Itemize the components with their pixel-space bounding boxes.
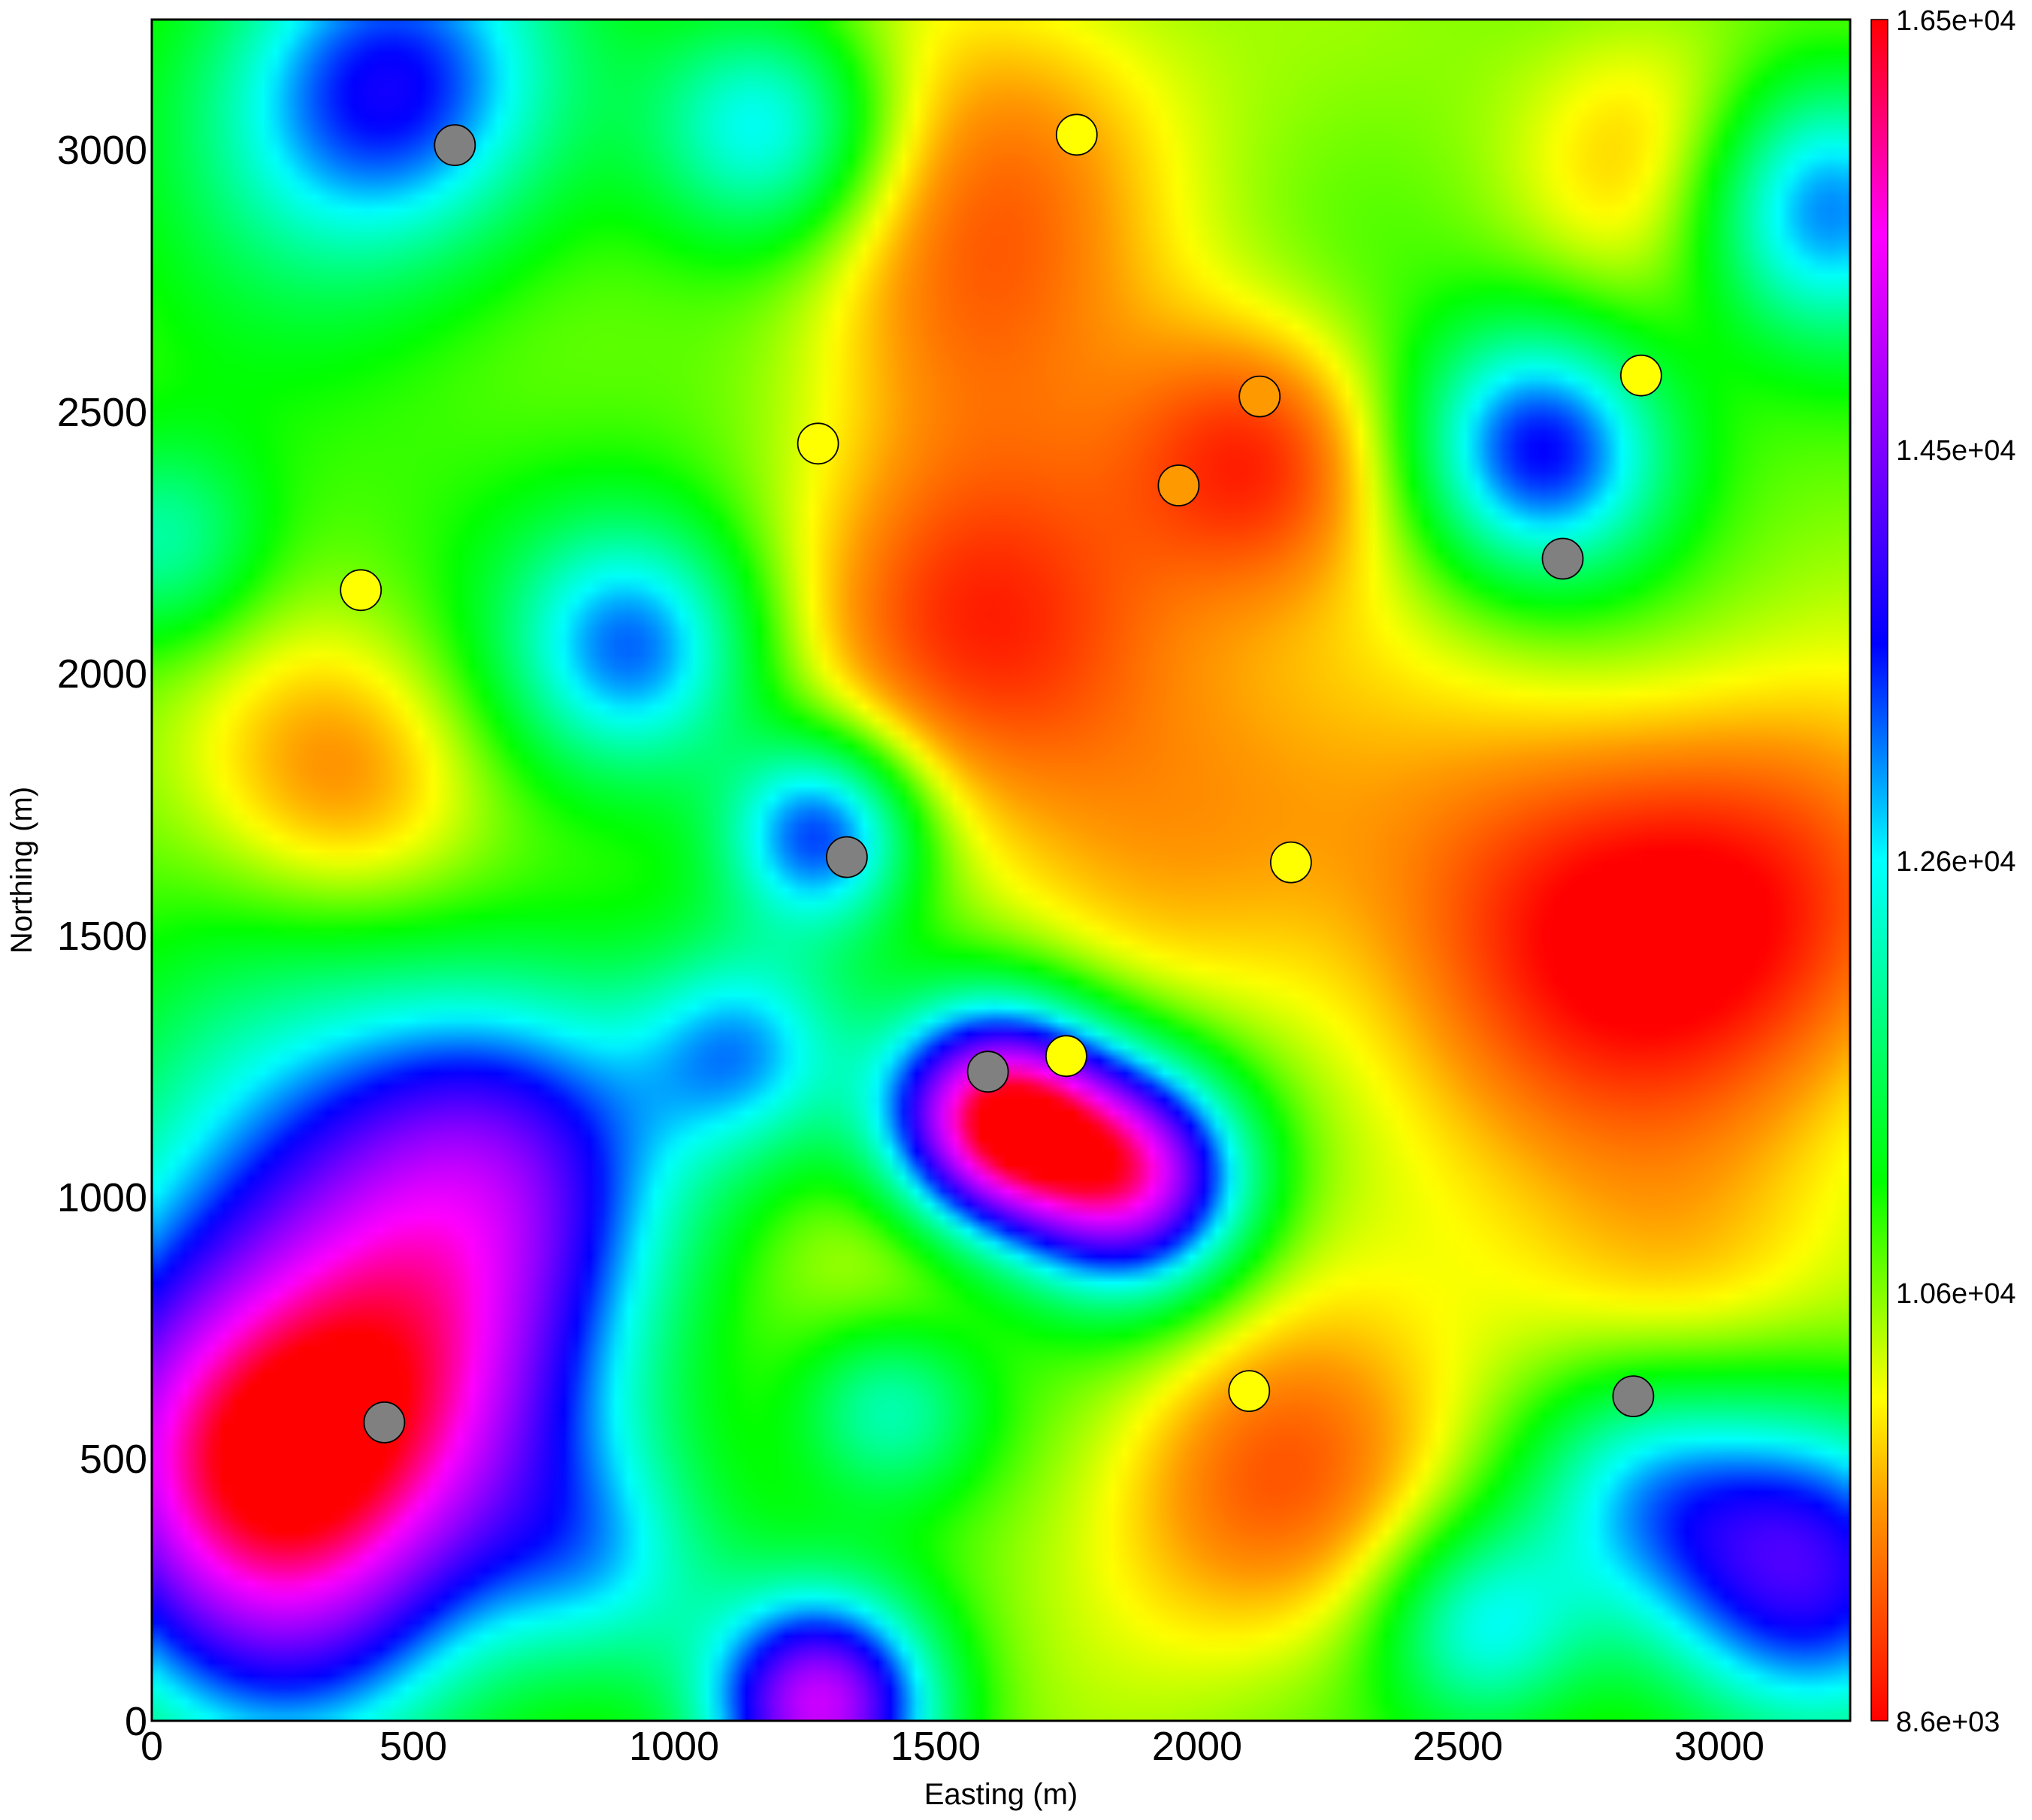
colorbar: 8.6e+03 1.06e+04 1.26e+04 1.45e+04 1.65e… bbox=[1870, 5, 2016, 1738]
marker-layer bbox=[340, 113, 1662, 1444]
yellow-marker bbox=[797, 422, 839, 465]
x-tick-label: 2500 bbox=[1413, 1724, 1503, 1769]
heatmap-image bbox=[152, 20, 1850, 1721]
yellow-marker bbox=[1045, 1035, 1087, 1078]
x-tick-label: 1000 bbox=[629, 1724, 719, 1769]
colorbar-tick-label: 1.06e+04 bbox=[1896, 1278, 2016, 1310]
gray-marker bbox=[1541, 537, 1584, 580]
y-tick-label: 1500 bbox=[57, 914, 147, 959]
colorbar-tick-label: 1.65e+04 bbox=[1896, 5, 2016, 37]
plot-frame bbox=[150, 18, 1852, 1722]
colorbar-gradient bbox=[1870, 19, 1888, 1722]
y-axis-title: Northing (m) bbox=[5, 787, 38, 954]
gray-marker bbox=[1612, 1375, 1655, 1417]
y-tick-label: 0 bbox=[125, 1699, 147, 1744]
yellow-marker bbox=[1055, 113, 1098, 156]
x-axis-title: Easting (m) bbox=[924, 1778, 1078, 1811]
gray-marker bbox=[826, 836, 868, 878]
y-tick-label: 3000 bbox=[57, 128, 147, 173]
colorbar-tick-label: 1.26e+04 bbox=[1896, 846, 2016, 878]
y-axis-ticks: 0 500 1000 1500 2000 2500 3000 bbox=[57, 128, 147, 1744]
yellow-marker bbox=[1270, 841, 1312, 884]
y-tick-label: 2500 bbox=[57, 390, 147, 435]
orange-marker bbox=[1157, 464, 1200, 506]
yellow-marker bbox=[1619, 354, 1662, 397]
gray-marker bbox=[363, 1401, 406, 1444]
x-tick-label: 0 bbox=[141, 1724, 163, 1769]
y-tick-label: 2000 bbox=[57, 652, 147, 697]
gray-marker bbox=[434, 124, 476, 167]
gray-marker bbox=[966, 1051, 1009, 1093]
y-tick-label: 1000 bbox=[57, 1175, 147, 1220]
x-tick-label: 1500 bbox=[891, 1724, 981, 1769]
colorbar-tick-label: 8.6e+03 bbox=[1896, 1707, 2000, 1738]
x-tick-label: 2000 bbox=[1152, 1724, 1242, 1769]
yellow-marker bbox=[340, 569, 383, 612]
colorbar-tick-label: 1.45e+04 bbox=[1896, 435, 2016, 467]
x-tick-label: 500 bbox=[379, 1724, 447, 1769]
orange-marker bbox=[1238, 375, 1281, 418]
x-axis-ticks: 0 500 1000 1500 2000 2500 3000 bbox=[141, 1724, 1764, 1769]
yellow-marker bbox=[1228, 1370, 1271, 1412]
heatmap-area bbox=[152, 20, 1850, 1721]
y-tick-label: 500 bbox=[80, 1437, 147, 1482]
x-tick-label: 3000 bbox=[1674, 1724, 1764, 1769]
